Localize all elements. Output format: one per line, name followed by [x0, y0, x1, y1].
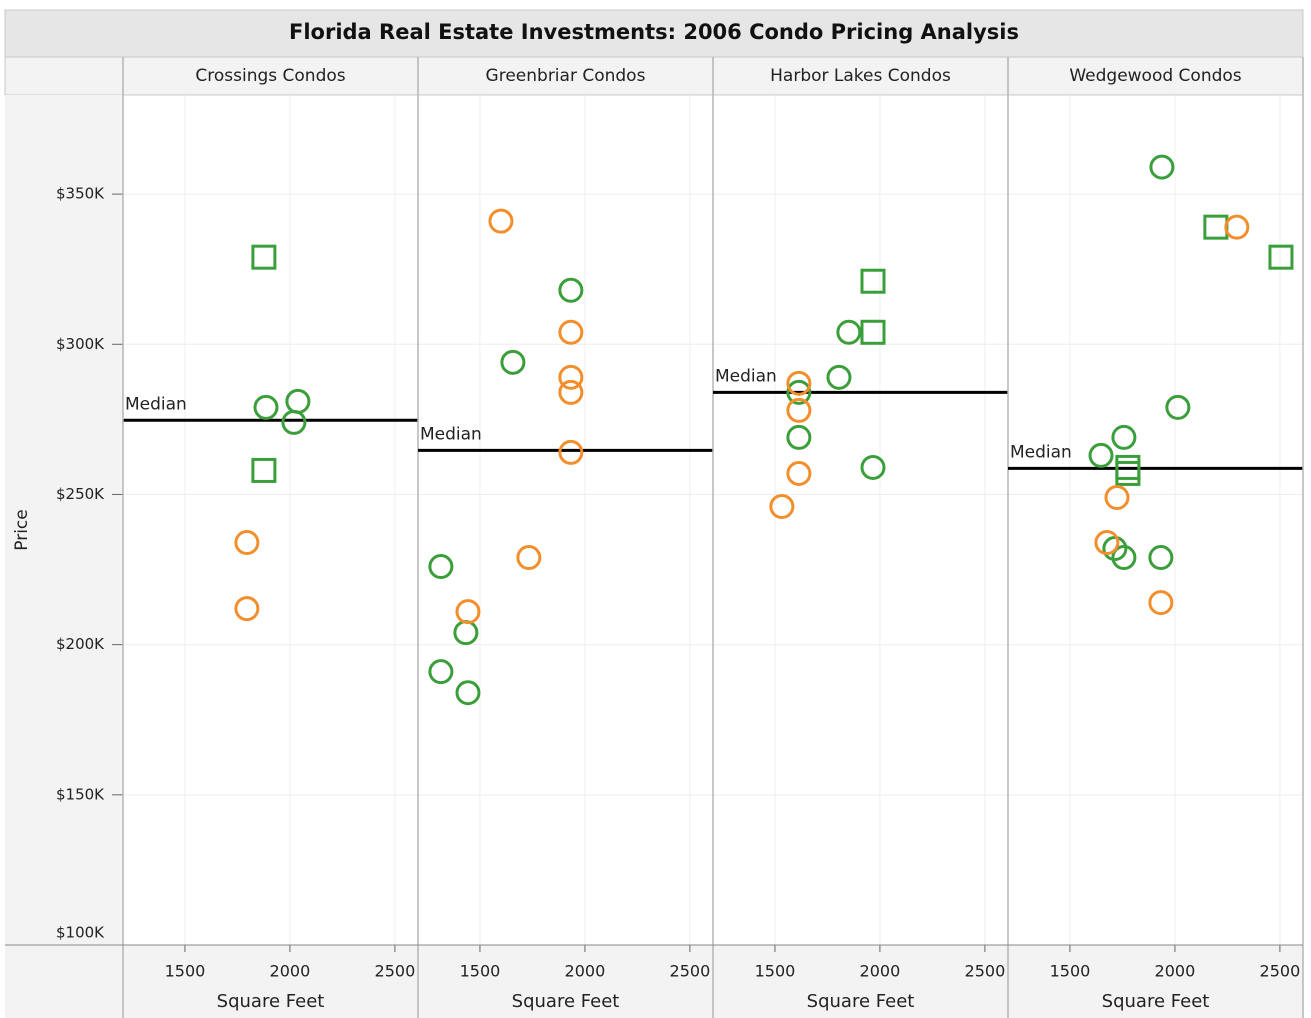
median-label: Median — [715, 366, 777, 386]
point — [1149, 154, 1175, 180]
point — [516, 545, 542, 571]
point — [1088, 442, 1114, 468]
point — [786, 460, 812, 486]
point — [1165, 394, 1191, 420]
panel-title: Wedgewood Condos — [1069, 66, 1241, 86]
point — [251, 457, 277, 483]
point — [786, 424, 812, 450]
x-tick-label: 2500 — [965, 962, 1006, 981]
median-label: Median — [125, 394, 187, 414]
x-tick-label: 2500 — [375, 962, 416, 981]
chart-title: Florida Real Estate Investments: 2006 Co… — [289, 20, 1019, 44]
point — [558, 319, 584, 345]
point — [428, 554, 454, 580]
point — [1268, 244, 1294, 270]
point — [558, 277, 584, 303]
point — [826, 364, 852, 390]
point — [281, 409, 307, 435]
point — [251, 244, 277, 270]
x-tick-label: 2500 — [1260, 962, 1301, 981]
point — [786, 397, 812, 423]
x-tick-label: 2500 — [670, 962, 711, 981]
y-tick-label: $250K — [56, 485, 105, 503]
point — [860, 319, 886, 345]
panel-title: Crossings Condos — [195, 66, 345, 86]
title-bar — [4, 9, 1304, 58]
header-row — [4, 56, 1304, 96]
y-tick-label: $350K — [56, 185, 105, 203]
point — [428, 659, 454, 685]
point — [234, 596, 260, 622]
point — [558, 439, 584, 465]
point — [453, 620, 479, 646]
point — [786, 379, 812, 405]
y-tick-label: $150K — [56, 785, 105, 803]
point — [1148, 545, 1174, 571]
point — [1094, 530, 1120, 556]
point — [1224, 214, 1250, 240]
median-label: Median — [420, 424, 482, 444]
y-tick-label: $200K — [56, 635, 105, 653]
point — [1203, 214, 1229, 240]
footer-row — [5, 945, 1303, 1018]
x-axis-label: Square Feet — [807, 991, 915, 1012]
panel-title: Harbor Lakes Condos — [770, 66, 951, 86]
x-axis-label: Square Feet — [217, 991, 325, 1012]
point — [860, 454, 886, 480]
x-tick-label: 2000 — [860, 962, 901, 981]
point — [836, 319, 862, 345]
point — [1111, 424, 1137, 450]
point — [1104, 484, 1130, 510]
x-tick-label: 2000 — [565, 962, 606, 981]
y-tick-label: $300K — [56, 335, 105, 353]
point — [234, 530, 260, 556]
x-axis-label: Square Feet — [1102, 991, 1210, 1012]
x-axis-label: Square Feet — [512, 991, 620, 1012]
point — [455, 680, 481, 706]
point — [1148, 590, 1174, 616]
y-tick-label: $100K — [56, 924, 105, 942]
x-tick-label: 1500 — [165, 962, 206, 981]
point — [558, 379, 584, 405]
point — [860, 268, 886, 294]
point — [488, 208, 514, 234]
panel-title: Greenbriar Condos — [486, 66, 646, 86]
point — [558, 364, 584, 390]
point — [1102, 536, 1128, 562]
point — [769, 493, 795, 519]
x-tick-label: 1500 — [460, 962, 501, 981]
x-tick-label: 2000 — [1155, 962, 1196, 981]
point — [500, 349, 526, 375]
y-axis-column — [5, 95, 123, 945]
point — [455, 599, 481, 625]
point — [253, 394, 279, 420]
point — [786, 370, 812, 396]
x-tick-label: 2000 — [270, 962, 311, 981]
x-tick-label: 1500 — [755, 962, 796, 981]
y-axis-label: Price — [12, 509, 32, 550]
point — [1115, 460, 1141, 486]
median-label: Median — [1010, 442, 1072, 462]
x-tick-label: 1500 — [1050, 962, 1091, 981]
point — [1111, 545, 1137, 571]
